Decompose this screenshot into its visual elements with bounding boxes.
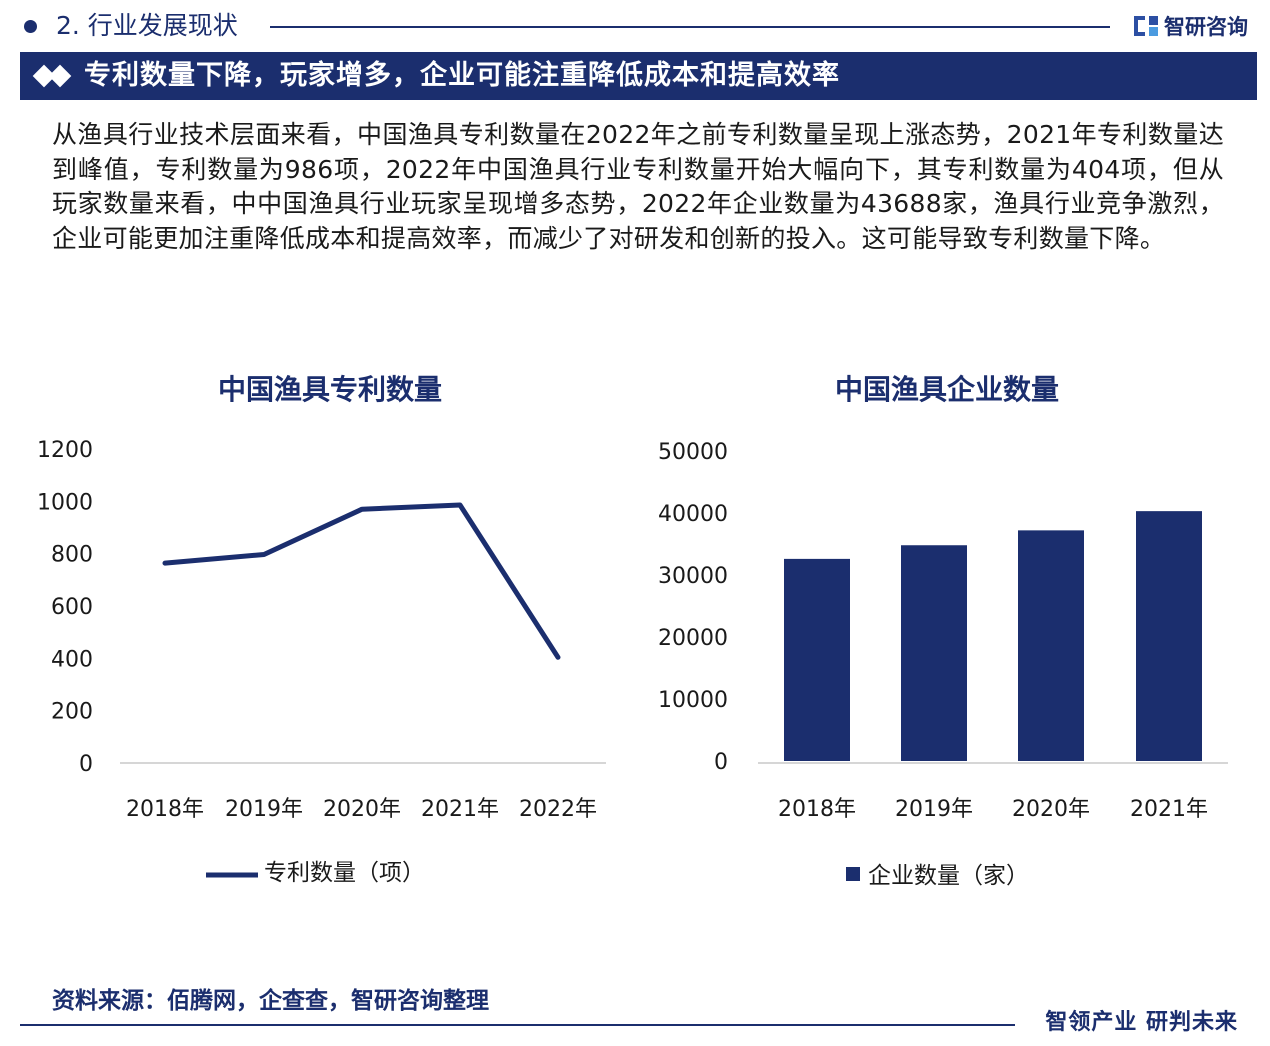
patent-line-chart: 中国渔具专利数量 0 200 400 600 800 1000 1200 2018年 2019… [37, 373, 606, 886]
patent-y-tick: 1000 [37, 490, 93, 515]
source-note: 资料来源：佰腾网，企查查，智研咨询整理 [52, 988, 489, 1014]
patent-y-tick: 400 [51, 647, 93, 672]
patent-y-tick: 200 [51, 700, 93, 725]
patent-legend-label: 专利数量（项） [264, 860, 425, 886]
diamond-icon [32, 64, 72, 88]
enterprise-y-tick: 0 [714, 750, 728, 775]
enterprise-legend-label: 企业数量（家） [868, 863, 1029, 889]
enterprise-y-tick: 40000 [658, 502, 728, 527]
enterprise-bar [784, 558, 850, 761]
section-title: 2. 行业发展现状 [56, 11, 238, 40]
enterprise-x-tick: 2019年 [895, 797, 973, 822]
patent-y-tick: 0 [79, 752, 93, 777]
enterprise-chart-title: 中国渔具企业数量 [835, 373, 1059, 406]
enterprise-x-tick: 2020年 [1012, 797, 1090, 822]
patent-y-tick: 1200 [37, 438, 93, 463]
enterprise-y-tick: 50000 [658, 440, 728, 465]
enterprise-bar [901, 545, 967, 761]
banner-title: 专利数量下降，玩家增多，企业可能注重降低成本和提高效率 [84, 60, 840, 91]
footer-divider [20, 1024, 1015, 1026]
section-header: 2. 行业发展现状 智研咨询 [22, 8, 1252, 44]
body-paragraph: 从渔具行业技术层面来看，中国渔具专利数量在2022年之前专利数量呈现上涨态势，2… [52, 120, 1224, 253]
patent-x-tick: 2018年 [126, 797, 204, 822]
patent-chart-title: 中国渔具专利数量 [218, 373, 442, 406]
patent-x-tick: 2019年 [225, 797, 303, 822]
patent-x-tick: 2022年 [519, 797, 597, 822]
patent-series-line [162, 502, 561, 660]
logo-icon [1134, 14, 1158, 38]
patent-x-tick: 2021年 [421, 797, 499, 822]
footer-slogan: 智领产业 研判未来 [1045, 1010, 1238, 1035]
enterprise-y-tick: 20000 [658, 626, 728, 651]
title-banner: 专利数量下降，玩家增多，企业可能注重降低成本和提高效率 [20, 52, 1257, 100]
patent-y-tick: 600 [51, 595, 93, 620]
enterprise-x-tick: 2021年 [1130, 797, 1208, 822]
patent-y-tick: 800 [51, 543, 93, 568]
section-divider [270, 26, 1110, 28]
section-bullet [24, 20, 37, 33]
brand-logo: 智研咨询 [1134, 10, 1248, 42]
enterprise-legend-swatch [846, 867, 860, 881]
enterprise-bar [1018, 530, 1084, 761]
enterprise-y-tick: 30000 [658, 564, 728, 589]
enterprise-y-tick: 10000 [658, 688, 728, 713]
patent-x-tick: 2020年 [323, 797, 401, 822]
enterprise-bar-chart: 中国渔具企业数量 0 10000 20000 30000 40000 50000 2018… [658, 373, 1228, 889]
enterprise-bar [1136, 511, 1202, 761]
logo-text: 智研咨询 [1164, 15, 1248, 39]
enterprise-x-tick: 2018年 [778, 797, 856, 822]
